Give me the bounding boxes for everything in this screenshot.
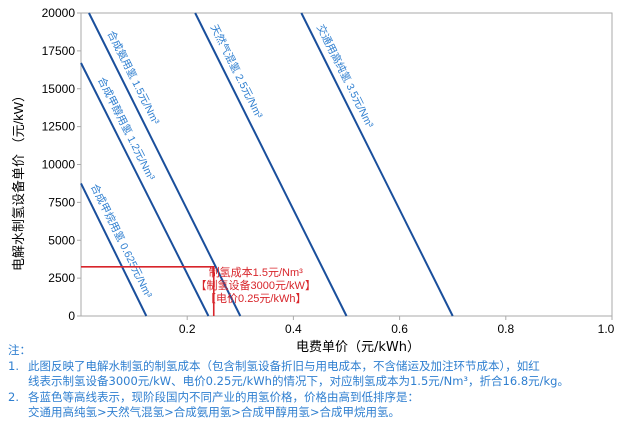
x-tick-label: 0.8	[497, 322, 514, 336]
y-tick-label: 5000	[48, 233, 75, 247]
series-label: 天然气混氢 2.5元/Nm³	[208, 22, 266, 121]
plot-area	[80, 12, 613, 317]
series-line	[194, 12, 348, 317]
notes-title: 注：	[8, 343, 31, 357]
x-tick-label: 1.0	[598, 322, 615, 336]
note-text: 交通用高纯氢>天然气混氢>合成氨用氢>合成甲醇用氢>合成甲烷用氢。	[28, 405, 401, 419]
note-number: 1.	[8, 358, 19, 373]
y-tick-label: 15000	[42, 82, 76, 96]
x-tick-label: 0.6	[391, 322, 408, 336]
y-tick-label: 17500	[42, 44, 76, 58]
series-line	[80, 182, 148, 317]
note-text: 此图反映了电解水制氢的制氢成本（包含制氢设备折旧与用电成本，不含储运及加注环节成…	[28, 358, 540, 373]
y-tick-label: 12500	[42, 120, 76, 134]
reference-annotation: 【电价0.25元/kWh】	[205, 292, 306, 305]
reference-annotation: 【制氢设备3000元/kW】	[196, 278, 316, 292]
note-number: 2.	[8, 389, 19, 404]
x-axis: 0.2 0.4 0.6 0.8 1.0	[179, 316, 615, 336]
chart: 0 2500 5000 7500 10000 12500 15000 17500 20000 0…	[11, 6, 615, 336]
y-axis: 0 2500 5000 7500 10000 12500 15000 17500 20000	[42, 6, 81, 323]
y-tick-label: 2500	[48, 271, 75, 285]
y-axis-label: 电解水制氢设备单价 （元/kW）	[11, 89, 26, 271]
series-label: 合成甲烷用氢 0.625元/Nm³	[88, 182, 155, 301]
note-text: 线表示制氢设备3000元/kW、电价0.25元/kWh的情况下，对应制氢成本为1…	[28, 374, 569, 388]
series-line	[88, 12, 242, 317]
reference-line	[81, 265, 215, 316]
series-label: 合成甲醇用氢 1.2元/Nm³	[95, 75, 158, 183]
y-tick-label: 20000	[42, 6, 76, 20]
series-line	[80, 62, 210, 317]
reference-lines: 制氢成本1.5元/Nm³【制氢设备3000元/kW】【电价0.25元/kWh】	[81, 265, 316, 316]
note-text: 各蓝色等高线表示，现阶段国内不同产业的用氢价格，价格由高到低排序是：	[28, 389, 419, 404]
y-tick-label: 0	[68, 309, 75, 323]
y-tick-label: 7500	[48, 195, 75, 209]
x-axis-label: 电费单价（元/kWh）	[296, 340, 421, 355]
x-tick-label: 0.4	[285, 322, 302, 336]
y-tick-label: 10000	[42, 158, 76, 172]
notes: 注： 1. 此图反映了电解水制氢的制氢成本（包含制氢设备折旧与用电成本，不含储运及…	[8, 343, 618, 421]
x-tick-label: 0.2	[179, 322, 196, 336]
series-line	[300, 12, 454, 317]
reference-annotation: 制氢成本1.5元/Nm³	[209, 265, 303, 279]
series-label: 交通用高纯氢 3.5元/Nm³	[314, 22, 377, 130]
